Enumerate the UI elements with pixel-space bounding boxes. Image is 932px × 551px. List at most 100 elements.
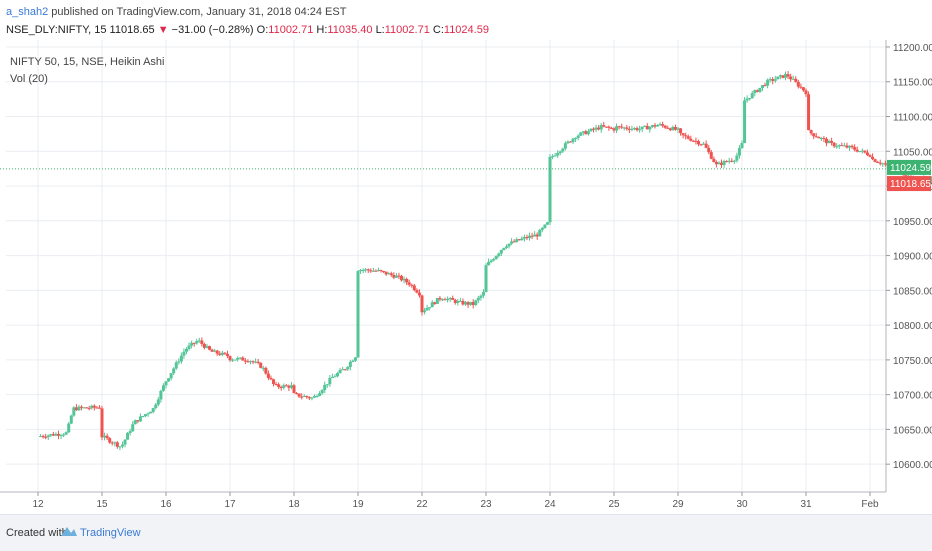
candle-up bbox=[566, 141, 570, 144]
candle-up bbox=[520, 238, 524, 241]
last-price-label: 11024.59 bbox=[890, 163, 931, 174]
candle-up bbox=[364, 269, 368, 271]
candle-down bbox=[694, 140, 698, 142]
candle-up bbox=[837, 145, 841, 147]
candle-down bbox=[241, 357, 245, 361]
price-change: −31.00 (−0.28%) bbox=[171, 24, 254, 36]
time-tick-label: Feb bbox=[861, 499, 879, 510]
candle-up bbox=[671, 126, 675, 131]
candle-up bbox=[748, 98, 752, 100]
tradingview-logo-icon[interactable] bbox=[60, 524, 78, 538]
candle-down bbox=[210, 349, 214, 352]
candle-up bbox=[702, 143, 706, 145]
candle-up bbox=[622, 127, 626, 129]
candle-up bbox=[302, 396, 306, 398]
down-arrow-icon: ▼ bbox=[157, 24, 169, 36]
candle-up bbox=[387, 273, 391, 275]
candle-up bbox=[737, 148, 741, 156]
time-axis[interactable]: 12 15 16 17 18 19 22 23 24 25 29 30 31 Feb bbox=[32, 492, 879, 510]
candle-down bbox=[686, 136, 690, 139]
candle-up bbox=[650, 125, 654, 127]
candle-up bbox=[732, 160, 736, 162]
candle-down bbox=[389, 273, 393, 275]
candle-down bbox=[192, 342, 196, 344]
candle-up bbox=[586, 131, 590, 135]
candle-down bbox=[297, 393, 301, 397]
candle-down bbox=[725, 161, 729, 163]
candle-down bbox=[830, 140, 834, 143]
price-tick-label: 10950.00 bbox=[893, 217, 932, 228]
candle-down bbox=[763, 85, 767, 87]
candle-up bbox=[154, 404, 158, 409]
candle-down bbox=[804, 90, 808, 95]
candle-up bbox=[827, 140, 831, 144]
candle-up bbox=[320, 390, 324, 394]
close-value: 11024.59 bbox=[443, 24, 489, 36]
candle-down bbox=[295, 393, 299, 395]
candle-down bbox=[771, 79, 775, 81]
candle-down bbox=[305, 396, 309, 398]
candle-up bbox=[753, 90, 757, 94]
candle-up bbox=[522, 236, 526, 239]
candle-down bbox=[707, 147, 711, 153]
candle-down bbox=[525, 236, 529, 239]
candle-up bbox=[67, 423, 71, 433]
candle-up bbox=[118, 446, 122, 448]
candle-down bbox=[666, 127, 670, 129]
time-tick-label: 23 bbox=[480, 499, 492, 510]
candle-down bbox=[817, 137, 821, 139]
candle-down bbox=[307, 397, 311, 399]
candle-up bbox=[328, 377, 332, 385]
tradingview-brand-link[interactable]: TradingView bbox=[80, 527, 141, 539]
candle-up bbox=[740, 143, 744, 149]
candle-up bbox=[576, 135, 580, 139]
candle-up bbox=[881, 163, 885, 165]
candle-up bbox=[72, 407, 76, 416]
price-chart[interactable]: 10600.00 10650.00 10700.00 10750.00 10800.00… bbox=[0, 40, 932, 514]
candle-down bbox=[87, 408, 91, 410]
candle-up bbox=[69, 415, 73, 424]
candle-up bbox=[722, 161, 726, 165]
candle-up bbox=[458, 300, 462, 302]
candle-up bbox=[315, 396, 319, 398]
candle-up bbox=[356, 271, 360, 358]
candle-up bbox=[361, 270, 365, 272]
candle-down bbox=[868, 155, 872, 157]
candle-down bbox=[845, 145, 849, 148]
candle-up bbox=[745, 98, 749, 101]
candle-down bbox=[246, 361, 250, 363]
candle-up bbox=[376, 270, 380, 272]
candle-down bbox=[704, 143, 708, 148]
author-link[interactable]: a_shah2 bbox=[6, 6, 49, 18]
candle-down bbox=[277, 384, 281, 387]
candle-down bbox=[136, 420, 140, 422]
candle-up bbox=[743, 100, 747, 144]
candle-down bbox=[568, 141, 572, 143]
low-value: 11002.71 bbox=[384, 24, 430, 36]
high-value: 11035.40 bbox=[327, 24, 373, 36]
candle-up bbox=[858, 151, 862, 153]
candle-down bbox=[256, 361, 260, 363]
time-tick-label: 31 bbox=[800, 499, 812, 510]
candle-up bbox=[182, 351, 186, 356]
candle-down bbox=[512, 241, 516, 243]
candle-up bbox=[630, 128, 634, 130]
candle-up bbox=[558, 151, 562, 154]
candle-up bbox=[289, 385, 293, 388]
candle-down bbox=[535, 234, 539, 237]
candle-up bbox=[254, 361, 258, 363]
candle-down bbox=[415, 290, 419, 293]
time-tick-label: 29 bbox=[672, 499, 684, 510]
candle-down bbox=[625, 127, 629, 129]
chart-legend-title: NIFTY 50, 15, NSE, Heikin Ashi bbox=[10, 56, 164, 68]
candle-down bbox=[617, 126, 621, 128]
candle-up bbox=[149, 411, 153, 414]
time-tick-label: 25 bbox=[608, 499, 620, 510]
candle-down bbox=[812, 133, 816, 137]
candle-up bbox=[860, 150, 864, 152]
candle-up bbox=[371, 270, 375, 272]
candle-down bbox=[824, 138, 828, 144]
candle-up bbox=[113, 442, 117, 444]
candle-down bbox=[85, 407, 89, 409]
candle-up bbox=[760, 85, 764, 88]
